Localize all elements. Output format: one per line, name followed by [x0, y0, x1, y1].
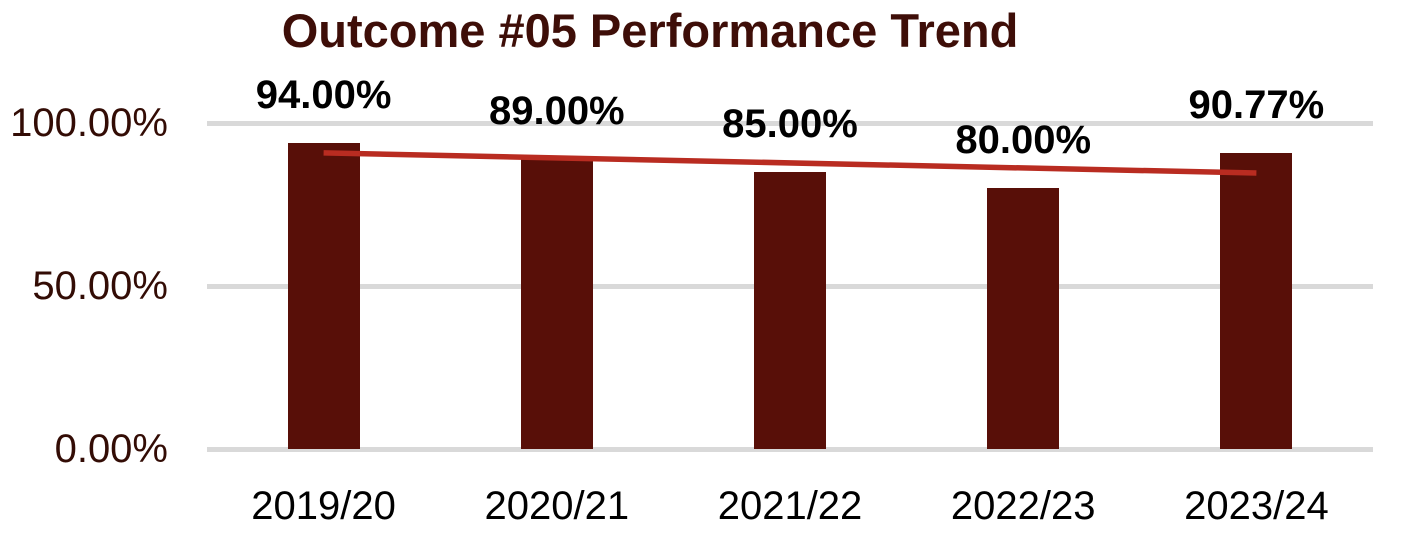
bar-2023/24	[1220, 153, 1293, 449]
data-label-2021/22: 85.00%	[722, 101, 858, 146]
bar-2020/21	[520, 158, 593, 449]
x-axis-tick-label-2020/21: 2020/21	[484, 484, 630, 528]
gridline-0	[207, 446, 1373, 452]
data-label-2019/20: 94.00%	[255, 72, 392, 117]
bar-2022/23	[987, 188, 1060, 449]
data-label-2023/24: 90.77%	[1188, 83, 1325, 128]
x-axis-tick-label-2023/24: 2023/24	[1184, 484, 1329, 528]
x-axis-tick-label-2022/23: 2022/23	[950, 484, 1096, 528]
gridline-100	[207, 120, 1373, 126]
x-axis-tick-label-2021/22: 2021/22	[717, 484, 863, 528]
y-axis-tick-label: 50.00%	[32, 264, 168, 308]
chart-title: Outcome #05 Performance Trend	[281, 4, 1019, 57]
y-axis-tick-label: 100.00%	[10, 101, 168, 145]
y-axis-tick-label: 0.00%	[54, 427, 168, 471]
bar-2021/22	[754, 171, 826, 449]
data-label-2020/21: 89.00%	[488, 88, 625, 133]
trendline	[323, 150, 1257, 176]
data-label-2022/23: 80.00%	[955, 118, 1092, 163]
bar-2019/20	[287, 142, 360, 449]
x-axis-tick-label-2019/20: 2019/20	[251, 484, 396, 528]
